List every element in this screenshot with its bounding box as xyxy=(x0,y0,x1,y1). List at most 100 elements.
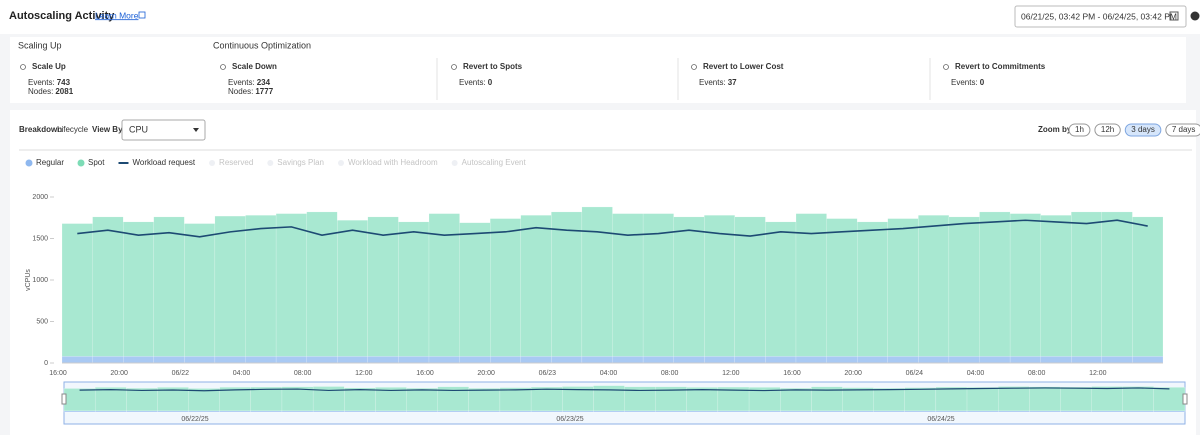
bar xyxy=(367,356,399,364)
breakdown-label: Breakdown xyxy=(19,125,62,134)
bar xyxy=(857,356,888,364)
x-tick-label: 12:00 xyxy=(355,370,373,377)
bar xyxy=(250,386,283,412)
x-tick-label: 06/23 xyxy=(539,370,557,377)
bar xyxy=(468,388,501,412)
bar xyxy=(188,410,220,413)
y-axis-label: vCPUs xyxy=(25,269,32,291)
bar xyxy=(887,218,919,357)
bar xyxy=(306,356,338,364)
zoom-option[interactable]: 7 days xyxy=(1172,125,1196,134)
bar xyxy=(63,388,96,412)
bar xyxy=(245,215,277,357)
bar xyxy=(184,223,216,357)
zoom-option[interactable]: 1h xyxy=(1075,125,1084,134)
zoom-option[interactable]: 12h xyxy=(1101,125,1114,134)
view-by-select[interactable] xyxy=(121,119,206,141)
stat-value: 1777 xyxy=(255,87,273,96)
bar xyxy=(581,356,613,364)
navigator-handle[interactable] xyxy=(1182,393,1188,405)
bar xyxy=(1060,410,1092,413)
info-icon[interactable] xyxy=(1190,11,1200,21)
card-icon xyxy=(20,64,26,70)
bar xyxy=(367,216,399,357)
bar xyxy=(61,356,93,364)
bar xyxy=(490,356,521,364)
x-tick-label: 20:00 xyxy=(844,370,862,377)
bar xyxy=(673,356,705,364)
bar xyxy=(904,387,937,412)
legend-dot xyxy=(267,160,274,166)
stat-value: 234 xyxy=(257,78,271,87)
bar xyxy=(686,410,719,413)
bar xyxy=(398,356,430,364)
legend-label[interactable]: Spot xyxy=(88,158,105,167)
bar xyxy=(624,410,656,413)
legend-label[interactable]: Workload request xyxy=(132,158,195,167)
bar xyxy=(811,386,843,412)
x-tick-label: 04:00 xyxy=(233,370,251,377)
zoom-button[interactable] xyxy=(1124,123,1162,137)
card-title: Scale Up xyxy=(32,62,66,71)
zoom-buttons: 1h 12h 3 days 7 days xyxy=(1068,123,1200,137)
zoom-option[interactable]: 3 days xyxy=(1131,125,1155,134)
bar xyxy=(428,213,460,357)
bar xyxy=(935,386,968,412)
view-by-value[interactable]: CPU xyxy=(129,124,148,134)
bar xyxy=(123,356,154,364)
bar xyxy=(490,218,521,357)
legend-label[interactable]: Reserved xyxy=(219,158,253,167)
legend-label[interactable]: Savings Plan xyxy=(277,158,324,167)
bar xyxy=(765,221,797,357)
bar xyxy=(375,410,407,413)
calendar-icon xyxy=(1169,11,1179,21)
bar xyxy=(520,356,552,364)
bar xyxy=(795,356,827,364)
x-tick-label: 16:00 xyxy=(416,370,434,377)
bar xyxy=(184,356,216,364)
stat-label: Events: xyxy=(951,78,978,87)
bar xyxy=(979,356,1011,364)
stat-label: Nodes: xyxy=(228,87,253,96)
bar xyxy=(1009,356,1041,364)
card-title: Revert to Commitments xyxy=(955,62,1046,71)
bar xyxy=(642,213,674,357)
date-range-box[interactable] xyxy=(1014,5,1187,28)
bar xyxy=(673,216,705,357)
breakdown-value[interactable]: Lifecycle xyxy=(57,125,89,134)
stat-value: 0 xyxy=(980,78,985,87)
bar xyxy=(126,410,158,413)
zoom-button[interactable] xyxy=(1165,123,1200,137)
legend-dot xyxy=(77,159,85,167)
bar xyxy=(1132,356,1164,364)
bar xyxy=(873,388,905,412)
date-range[interactable]: 06/21/25, 03:42 PM - 06/24/25, 03:42 PM xyxy=(1021,11,1177,21)
bar xyxy=(562,386,594,412)
legend-label[interactable]: Autoscaling Event xyxy=(462,158,527,167)
bar xyxy=(1132,216,1164,357)
legend-label[interactable]: Regular xyxy=(36,158,64,167)
bar xyxy=(499,387,532,412)
stat-label: Events: xyxy=(459,78,486,87)
bar xyxy=(530,410,563,413)
bar xyxy=(94,387,127,412)
navigator-handle[interactable] xyxy=(61,393,67,405)
plot: 0 500 1000 1500 2000 16:00 20:00 06/22 04:00 08:0… xyxy=(32,194,1164,377)
x-tick-label: 20:00 xyxy=(477,370,495,377)
header-bg xyxy=(0,0,1200,34)
zoom-button[interactable] xyxy=(1068,123,1091,137)
zoom-button[interactable] xyxy=(1094,123,1121,137)
bar xyxy=(1091,410,1123,413)
bar xyxy=(551,356,583,364)
bar xyxy=(873,410,905,413)
bar xyxy=(1122,386,1155,412)
learn-more[interactable]: Learn More xyxy=(95,10,139,20)
line xyxy=(77,219,1148,238)
card-icon xyxy=(691,64,697,70)
x-tick-label: 08:00 xyxy=(1028,370,1046,377)
bar xyxy=(275,356,307,364)
bar xyxy=(642,356,674,364)
navigator-label: 06/24/25 xyxy=(927,416,954,423)
bar xyxy=(219,410,251,413)
legend-label[interactable]: Workload with Headroom xyxy=(348,158,438,167)
